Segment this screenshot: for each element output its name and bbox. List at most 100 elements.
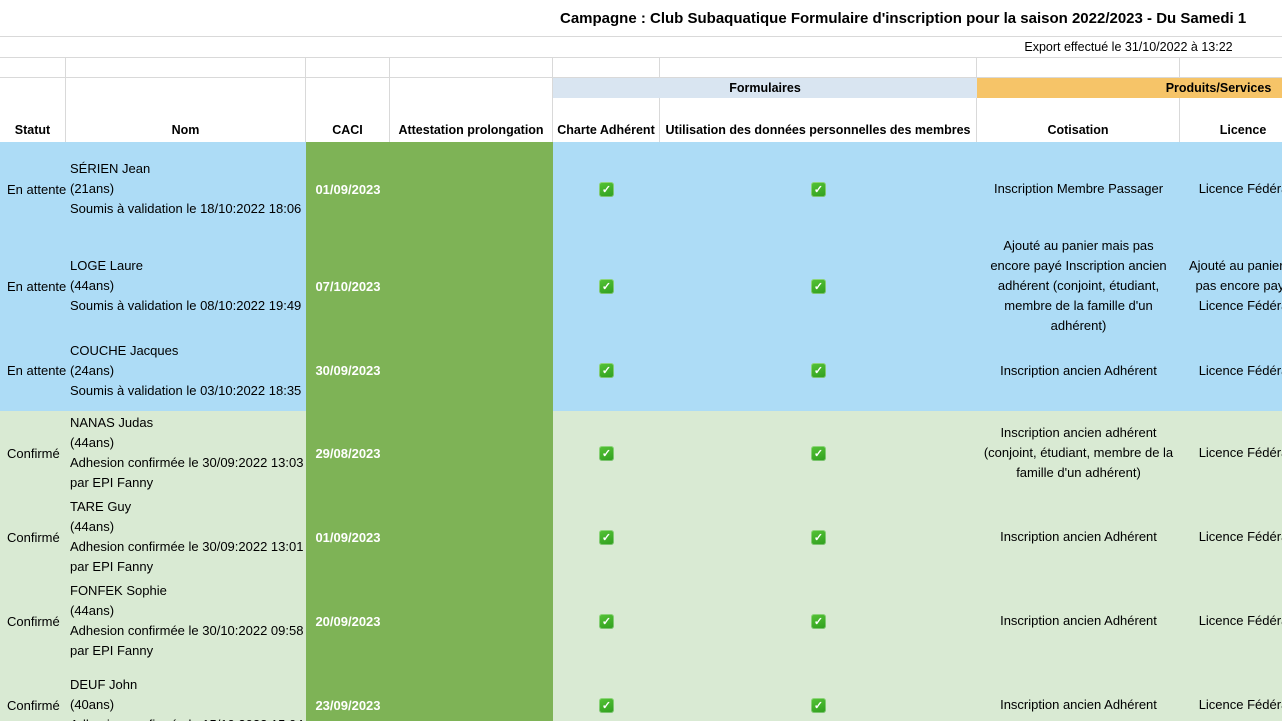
cell-nom[interactable]: FONFEK Sophie (44ans) Adhesion confirmée… xyxy=(66,579,306,663)
cell-caci[interactable]: 30/09/2023 xyxy=(306,330,390,411)
cell-nom[interactable]: SÉRIEN Jean (21ans) Soumis à validation … xyxy=(66,142,306,236)
cell-utilisation[interactable] xyxy=(660,330,977,411)
empty-cell[interactable] xyxy=(1180,58,1282,78)
cell-cotisation[interactable]: Ajouté au panier mais pas encore payé In… xyxy=(977,236,1180,336)
cell-licence[interactable]: Licence Fédéra xyxy=(1180,411,1282,495)
col-header-caci[interactable]: CACI xyxy=(306,98,390,142)
empty-cell[interactable] xyxy=(390,78,553,98)
table-row: En attente LOGE Laure (44ans) Soumis à v… xyxy=(0,236,1282,336)
cell-caci[interactable]: 01/09/2023 xyxy=(306,495,390,579)
cell-attestation[interactable] xyxy=(390,411,553,495)
empty-cell[interactable] xyxy=(66,78,306,98)
cell-licence[interactable]: Ajouté au panier m pas encore payé Licen… xyxy=(1180,236,1282,336)
cell-charte[interactable] xyxy=(553,142,660,236)
empty-cell[interactable] xyxy=(390,58,553,78)
group-header-produits[interactable]: Produits/Services xyxy=(977,78,1282,98)
cell-caci[interactable]: 23/09/2023 xyxy=(306,663,390,721)
cell-charte[interactable] xyxy=(553,663,660,721)
table-row: Confirmé TARE Guy (44ans) Adhesion confi… xyxy=(0,495,1282,579)
cell-utilisation[interactable] xyxy=(660,236,977,336)
cell-utilisation[interactable] xyxy=(660,142,977,236)
cell-attestation[interactable] xyxy=(390,142,553,236)
cell-utilisation[interactable] xyxy=(660,411,977,495)
empty-cell[interactable] xyxy=(306,78,390,98)
checkbox-checked-icon xyxy=(811,697,826,713)
cell-statut[interactable]: En attente xyxy=(0,236,66,336)
cell-cotisation[interactable]: Inscription ancien Adhérent xyxy=(977,579,1180,663)
col-header-cotisation[interactable]: Cotisation xyxy=(977,98,1180,142)
checkbox-checked-icon xyxy=(599,278,614,294)
cell-caci[interactable]: 20/09/2023 xyxy=(306,579,390,663)
cell-utilisation[interactable] xyxy=(660,579,977,663)
cell-caci[interactable]: 01/09/2023 xyxy=(306,142,390,236)
col-header-attestation[interactable]: Attestation prolongation xyxy=(390,98,553,142)
cell-statut[interactable]: Confirmé xyxy=(0,495,66,579)
cell-nom[interactable]: NANAS Judas (44ans) Adhesion confirmée l… xyxy=(66,411,306,495)
checkbox-checked-icon xyxy=(599,363,614,378)
status-badge: Confirmé xyxy=(7,445,60,461)
export-timestamp: Export effectué le 31/10/2022 à 13:22 xyxy=(1024,40,1233,54)
member-name: COUCHE Jacques (24ans) Soumis à validati… xyxy=(70,342,302,398)
cell-utilisation[interactable] xyxy=(660,495,977,579)
cell-cotisation[interactable]: Inscription Membre Passager xyxy=(977,142,1180,236)
group-header-formulaires[interactable]: Formulaires xyxy=(553,78,977,98)
cell-licence[interactable]: Licence Fédéra xyxy=(1180,579,1282,663)
empty-cell[interactable] xyxy=(66,58,306,78)
empty-cell[interactable] xyxy=(553,58,660,78)
empty-cell[interactable] xyxy=(306,58,390,78)
cell-attestation[interactable] xyxy=(390,236,553,336)
cell-cotisation[interactable]: Inscription ancien Adhérent xyxy=(977,663,1180,721)
col-header-nom[interactable]: Nom xyxy=(66,98,306,142)
cell-cotisation[interactable]: Inscription ancien adhérent (conjoint, é… xyxy=(977,411,1180,495)
cell-nom[interactable]: LOGE Laure (44ans) Soumis à validation l… xyxy=(66,236,306,336)
cell-nom[interactable]: COUCHE Jacques (24ans) Soumis à validati… xyxy=(66,330,306,411)
empty-cell[interactable] xyxy=(660,58,977,78)
cell-statut[interactable]: En attente xyxy=(0,142,66,236)
status-badge: En attente xyxy=(7,363,67,378)
cell-cotisation[interactable]: Inscription ancien Adhérent xyxy=(977,495,1180,579)
cell-charte[interactable] xyxy=(553,579,660,663)
cell-caci[interactable]: 29/08/2023 xyxy=(306,411,390,495)
member-name: NANAS Judas (44ans) Adhesion confirmée l… xyxy=(70,415,304,490)
col-header-statut[interactable]: Statut xyxy=(0,98,66,142)
cotisation-label: Inscription ancien Adhérent xyxy=(1000,362,1157,378)
col-header-charte[interactable]: Charte Adhérent xyxy=(553,98,660,142)
cell-utilisation[interactable] xyxy=(660,663,977,721)
campaign-title: Campagne : Club Subaquatique Formulaire … xyxy=(560,10,1247,27)
licence-label: Licence Fédéra xyxy=(1198,362,1282,378)
cell-attestation[interactable] xyxy=(390,330,553,411)
cell-charte[interactable] xyxy=(553,330,660,411)
col-header-utilisation[interactable]: Utilisation des données personnelles des… xyxy=(660,98,977,142)
col-header-licence[interactable]: Licence xyxy=(1180,98,1282,142)
cell-attestation[interactable] xyxy=(390,579,553,663)
checkbox-checked-icon xyxy=(811,181,826,197)
cell-attestation[interactable] xyxy=(390,663,553,721)
empty-cell[interactable] xyxy=(0,58,66,78)
cell-statut[interactable]: En attente xyxy=(0,330,66,411)
cell-statut[interactable]: Confirmé xyxy=(0,663,66,721)
cell-licence[interactable]: Licence Fédéra xyxy=(1180,330,1282,411)
empty-grid-row xyxy=(0,58,1282,78)
cell-charte[interactable] xyxy=(553,236,660,336)
cell-licence[interactable]: Licence Fédéra xyxy=(1180,495,1282,579)
cell-charte[interactable] xyxy=(553,411,660,495)
cell-licence[interactable]: Licence Fédéra xyxy=(1180,142,1282,236)
checkbox-checked-icon xyxy=(811,529,826,545)
cell-charte[interactable] xyxy=(553,495,660,579)
cell-cotisation[interactable]: Inscription ancien Adhérent xyxy=(977,330,1180,411)
empty-cell[interactable] xyxy=(977,58,1180,78)
column-header-row: Statut Nom CACI Attestation prolongation… xyxy=(0,98,1282,142)
cell-caci[interactable]: 07/10/2023 xyxy=(306,236,390,336)
cell-nom[interactable]: DEUF John (40ans) Adhesion confirmée le … xyxy=(66,663,306,721)
cell-statut[interactable]: Confirmé xyxy=(0,579,66,663)
cell-nom[interactable]: TARE Guy (44ans) Adhesion confirmée le 3… xyxy=(66,495,306,579)
cell-licence[interactable]: Licence Fédéra xyxy=(1180,663,1282,721)
title-row: Campagne : Club Subaquatique Formulaire … xyxy=(0,0,1282,37)
checkbox-checked-icon xyxy=(811,445,826,461)
cell-statut[interactable]: Confirmé xyxy=(0,411,66,495)
table-row: Confirmé DEUF John (40ans) Adhesion conf… xyxy=(0,663,1282,721)
cell-attestation[interactable] xyxy=(390,495,553,579)
member-name: TARE Guy (44ans) Adhesion confirmée le 3… xyxy=(70,499,304,574)
empty-cell[interactable] xyxy=(0,78,66,98)
